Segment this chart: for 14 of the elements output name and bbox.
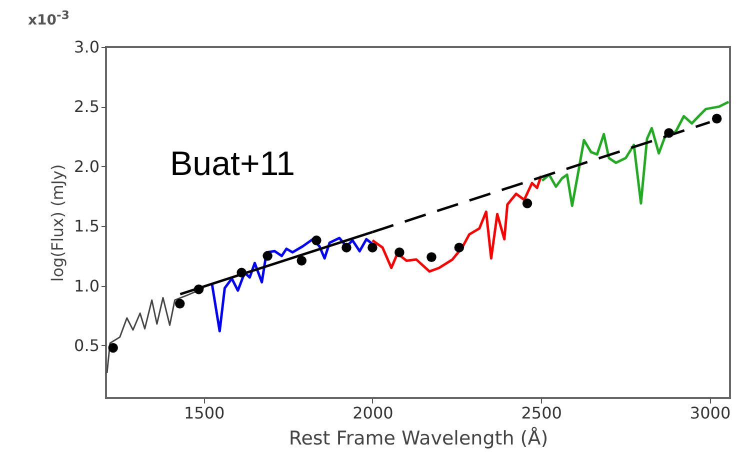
y-tick-label: 3.0 bbox=[74, 38, 100, 56]
x-tick-label: 2500 bbox=[521, 404, 562, 422]
y-tick-label: 0.5 bbox=[74, 336, 100, 355]
x-tick-label: 1500 bbox=[184, 404, 225, 422]
annotation: Buat+11 bbox=[170, 145, 296, 184]
text: x10$^{-3}$ bbox=[28, 8, 70, 29]
x-tick-label: 2000 bbox=[352, 404, 394, 422]
y-axis-title: log(Flux) (mJy) bbox=[48, 164, 68, 282]
y-tick-label: 1.0 bbox=[74, 276, 100, 296]
y-tick-label: 2.5 bbox=[74, 97, 100, 116]
y-tick-label: 2.0 bbox=[74, 156, 100, 176]
y-tick-label: 1.5 bbox=[74, 216, 100, 236]
x-axis-title: Rest Frame Wavelength (Å) bbox=[288, 426, 548, 450]
x-tick-label: 3000 bbox=[690, 404, 731, 422]
